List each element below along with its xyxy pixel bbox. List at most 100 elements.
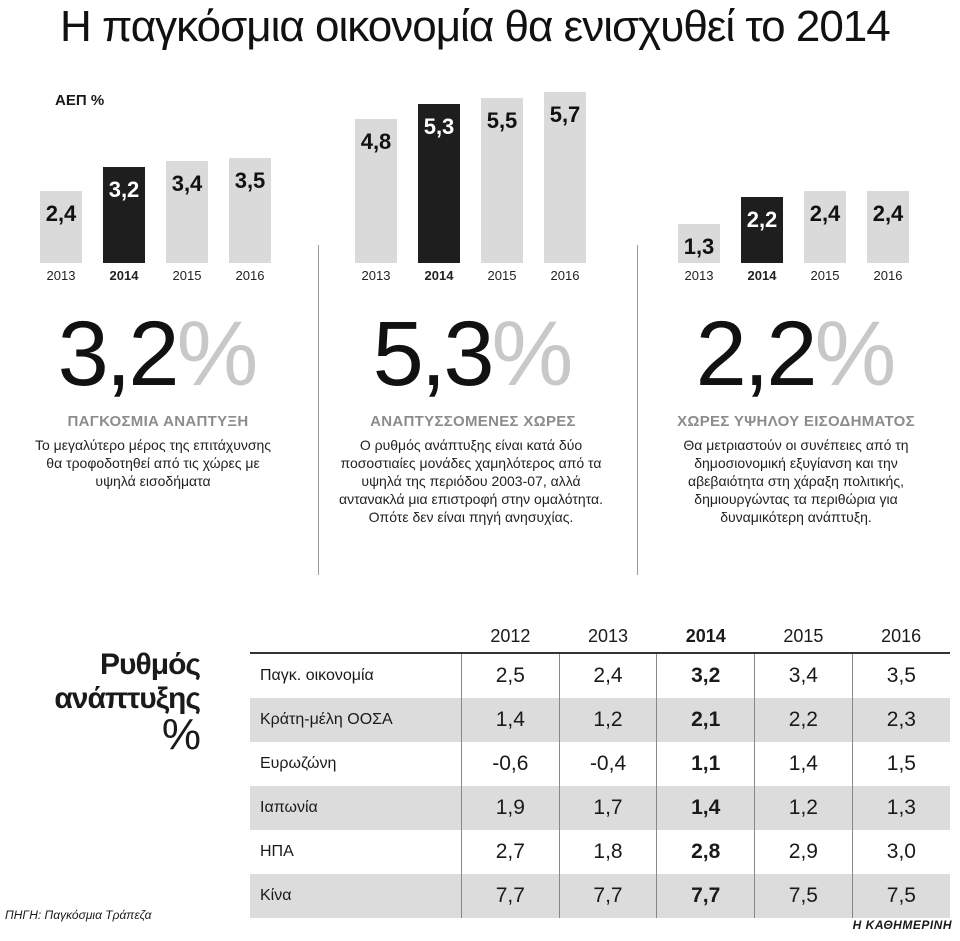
- panel-high-income: 1,3 2013 2,2 2014 2,4 2015 2,4 2016 2,2% ΧΩΡΕΣ …: [646, 80, 946, 580]
- x-tick-label: 2014: [110, 268, 140, 283]
- growth-title-line1: Ρυθμός: [100, 648, 201, 681]
- big-figure-percent: %: [491, 303, 574, 405]
- x-tick-label: 2015: [173, 268, 202, 283]
- table-cell: 1,4: [461, 698, 560, 742]
- table-cell: 1,4: [656, 786, 755, 830]
- bar-2015: [804, 191, 846, 263]
- panel-heading-global: ΠΑΓΚΟΣΜΙΑ ΑΝΑΠΤΥΞΗ: [67, 413, 249, 430]
- table-row: Κράτη-μέλη ΟΟΣΑ 1,4 1,2 2,1 2,2 2,3: [250, 698, 950, 742]
- bar-value-label: 3,4: [172, 171, 203, 196]
- bar-2014: [418, 104, 460, 263]
- column-header: 2016: [881, 625, 922, 646]
- panel-description-global: Το μεγαλύτερο μέρος της επιτάχυνσης θα τ…: [34, 437, 272, 489]
- source-note: ΠΗΓΗ: Παγκόσμια Τράπεζα: [5, 908, 152, 922]
- bar-2013: [678, 224, 720, 263]
- row-label: Ευρωζώνη: [260, 755, 337, 772]
- panel-description-developing: Ο ρυθμός ανάπτυξης είναι κατά δύο ποσοστ…: [338, 437, 604, 525]
- bar-value-label: 2,4: [873, 201, 904, 226]
- bar-2016: [867, 191, 909, 263]
- growth-table-header: 2012 2013 2014 2015 2016: [250, 620, 950, 653]
- table-corner: [250, 620, 462, 653]
- table-row: ΗΠΑ 2,7 1,8 2,8 2,9 3,0: [250, 830, 950, 874]
- bar-2013: [355, 119, 397, 263]
- table-cell: 7,7: [656, 874, 755, 918]
- growth-title-percent: %: [161, 710, 201, 759]
- table-cell: 3,2: [656, 652, 755, 698]
- x-tick-label: 2015: [488, 268, 517, 283]
- column-header: 2014: [685, 625, 726, 646]
- column-header: 2013: [588, 625, 629, 646]
- big-figure-value: 5,3: [372, 303, 495, 405]
- x-tick-label: 2013: [685, 268, 714, 283]
- bar-value-label: 5,7: [550, 102, 581, 127]
- bar-2014: [741, 197, 783, 263]
- bar-value-label: 4,8: [361, 129, 392, 154]
- x-tick-label: 2014: [425, 268, 455, 283]
- bar-value-label: 2,4: [46, 201, 77, 226]
- page-title: Η παγκόσμια οικονομία θα ενισχυθεί το 20…: [60, 2, 891, 51]
- table-cell: 2,5: [461, 652, 560, 698]
- panel-divider: [637, 245, 638, 575]
- x-tick-label: 2016: [874, 268, 903, 283]
- table-cell: 7,5: [851, 874, 950, 918]
- table-cell: 2,2: [754, 698, 853, 742]
- bar-value-label: 5,5: [487, 108, 518, 133]
- panel-heading-developing: ΑΝΑΠΤΥΣΣΟΜΕΝΕΣ ΧΩΡΕΣ: [370, 413, 576, 430]
- table-cell: 1,3: [851, 786, 950, 830]
- row-label: ΗΠΑ: [260, 843, 294, 860]
- bar-value-label: 3,5: [235, 168, 266, 193]
- big-figure-percent: %: [814, 303, 897, 405]
- x-tick-label: 2015: [811, 268, 840, 283]
- table-cell: 1,2: [754, 786, 853, 830]
- growth-title-line2: ανάπτυξης: [54, 682, 201, 715]
- big-figure-developing: 5,3%: [323, 308, 623, 400]
- panel-global-growth: 2,4 2013 3,2 2014 3,4 2015 3,5 2016 3,2% ΠΑΓΚΟΣ…: [8, 80, 308, 580]
- table-cell: 1,9: [461, 786, 560, 830]
- row-label: Παγκ. οικονομία: [250, 652, 462, 698]
- bar-2015: [481, 98, 523, 263]
- column-header: 2012: [490, 625, 531, 646]
- bar-2016: [544, 92, 586, 263]
- table-cell: 2,4: [558, 652, 657, 698]
- big-figure-percent: %: [176, 303, 259, 405]
- table-row: Ευρωζώνη -0,6 -0,4 1,1 1,4 1,5: [250, 742, 950, 786]
- bar-2016: [229, 158, 271, 263]
- bar-value-label: 1,3: [684, 234, 715, 259]
- bar-2013: [40, 191, 82, 263]
- growth-table-title: Ρυθμός ανάπτυξης %: [40, 648, 201, 759]
- bar-value-label: 2,4: [810, 201, 841, 226]
- table-cell: 1,7: [558, 786, 657, 830]
- table-cell: 3,4: [754, 652, 853, 698]
- bar-value-label: 5,3: [424, 114, 455, 139]
- table-cell: 3,5: [851, 652, 950, 698]
- x-tick-label: 2014: [748, 268, 778, 283]
- column-header: 2015: [783, 625, 824, 646]
- row-label: Κράτη-μέλη ΟΟΣΑ: [250, 698, 462, 742]
- x-tick-label: 2013: [47, 268, 76, 283]
- bar-chart-developing: 4,8 2013 5,3 2014 5,5 2015 5,7 2016: [355, 92, 586, 283]
- table-cell: 3,0: [851, 830, 950, 874]
- table-row: Κίνα 7,7 7,7 7,7 7,5 7,5: [250, 874, 950, 918]
- table-cell: 2,7: [461, 830, 560, 874]
- table-cell: 1,2: [558, 698, 657, 742]
- table-row: Ιαπωνία 1,9 1,7 1,4 1,2 1,3: [250, 786, 950, 830]
- bar-2014: [103, 167, 145, 263]
- table-cell: 2,8: [656, 830, 755, 874]
- table-cell: 1,1: [656, 742, 755, 786]
- table-cell: 7,5: [754, 874, 853, 918]
- table-cell: -0,4: [558, 742, 657, 786]
- table-cell: 7,7: [558, 874, 657, 918]
- bar-value-label: 2,2: [747, 207, 778, 232]
- table-cell: 2,1: [656, 698, 755, 742]
- unit-label: ΑΕΠ %: [55, 92, 105, 109]
- table-cell: 1,5: [851, 742, 950, 786]
- big-figure-value: 3,2: [57, 303, 180, 405]
- x-tick-label: 2016: [236, 268, 265, 283]
- table-cell: 1,4: [754, 742, 853, 786]
- row-label: Κίνα: [250, 874, 462, 918]
- table-cell: -0,6: [461, 742, 560, 786]
- growth-table-body: Παγκ. οικονομία 2,5 2,4 3,2 3,4 3,5 Κράτη-μέλη…: [250, 652, 950, 918]
- big-figure-value: 2,2: [695, 303, 818, 405]
- big-figure-global: 3,2%: [8, 308, 308, 400]
- panel-divider: [318, 245, 319, 575]
